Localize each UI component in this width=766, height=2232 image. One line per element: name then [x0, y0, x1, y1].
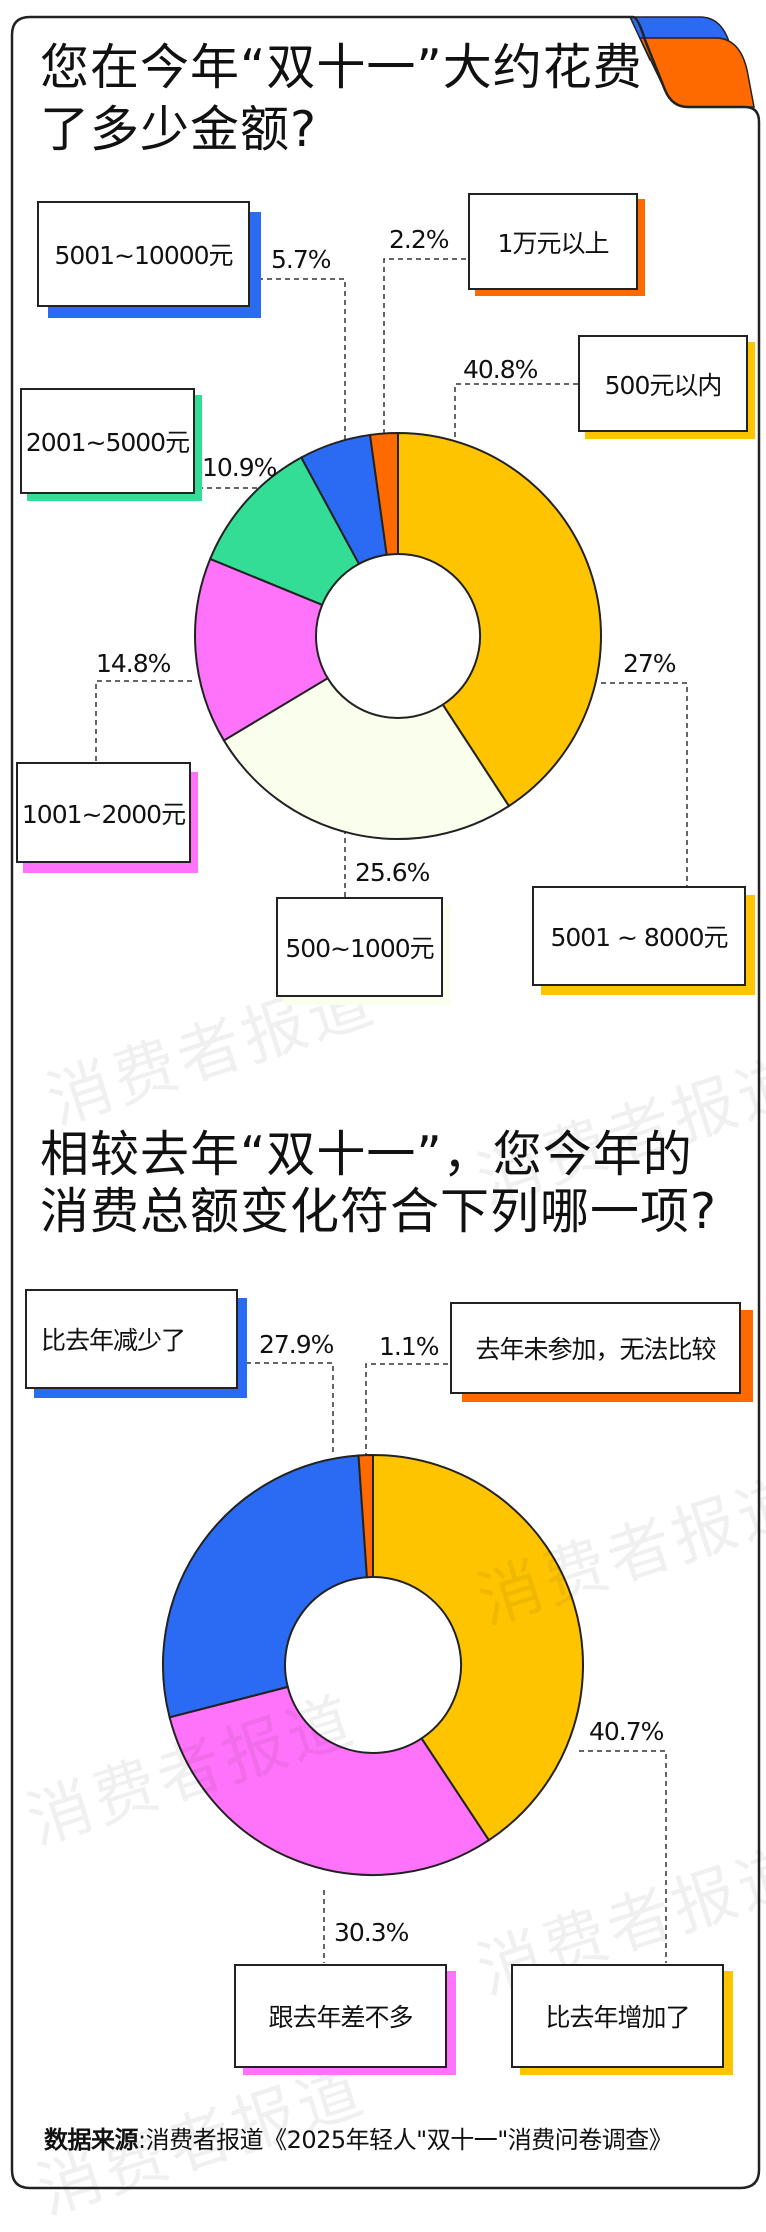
slice-label: 1万元以上 — [497, 228, 610, 258]
label-box-10000-plus: 1万元以上 — [468, 193, 638, 290]
chart2-title-line2: 消费总额变化符合下列哪一项? — [40, 1183, 718, 1240]
slice-label: 5001~10000元 — [54, 241, 233, 270]
slice-label: 500元以内 — [604, 370, 723, 400]
donut-slice-1 — [222, 676, 511, 840]
label-box-1001-2000: 1001~2000元 — [16, 762, 191, 863]
leader-5001-10000 — [258, 278, 346, 445]
label-box-same: 跟去年差不多 — [234, 1964, 447, 2068]
pct-10000-plus: 2.2% — [389, 225, 450, 254]
donut-slice-3 — [357, 1453, 374, 1579]
label-box-decreased: 比去年减少了 — [25, 1289, 238, 1389]
donut-chart-spending — [194, 431, 602, 840]
leader-1001-2000 — [95, 680, 192, 762]
slice-label: 500~1000元 — [285, 934, 434, 963]
donut-slice-2 — [162, 1454, 368, 1719]
leader-increased — [579, 1750, 667, 1963]
pct-same: 30.3% — [334, 1918, 409, 1947]
data-source: 数据来源:消费者报道《2025年轻人"双十一"消费问卷调查》 — [44, 2120, 673, 2155]
pct-500-1000: 25.6% — [355, 858, 430, 887]
pct-under-500: 40.8% — [463, 355, 538, 384]
donut-chart-change — [162, 1453, 584, 1876]
pct-5001-10000: 5.7% — [271, 245, 332, 274]
label-box-5001-8000: 5001 ~ 8000元 — [532, 886, 746, 986]
slice-label: 2001~5000元 — [25, 428, 190, 457]
data-source-label: 数据来源 — [44, 2126, 139, 2154]
pct-2001-5000: 10.9% — [202, 453, 277, 482]
leader-not-participated — [365, 1363, 448, 1455]
donut-slice-5 — [368, 431, 399, 556]
data-source-text: :消费者报道《2025年轻人"双十一"消费问卷调查》 — [138, 2126, 673, 2154]
slice-label: 跟去年差不多 — [268, 2003, 413, 2032]
label-box-2001-5000: 2001~5000元 — [20, 388, 195, 494]
donut-slice-2 — [194, 557, 330, 742]
card-outline — [10, 15, 761, 2190]
pct-increased: 40.7% — [589, 1717, 664, 1746]
slice-label: 去年未参加，无法比较 — [475, 1335, 716, 1364]
pct-not-participated: 1.1% — [379, 1332, 440, 1361]
leader-decreased — [246, 1362, 334, 1455]
slice-label: 比去年增加了 — [545, 2003, 690, 2032]
slice-label: 1001~2000元 — [21, 799, 186, 829]
slice-label: 比去年减少了 — [41, 1326, 186, 1355]
label-box-5001-10000: 5001~10000元 — [37, 201, 250, 307]
donut-slice-1 — [168, 1685, 491, 1876]
pct-decreased: 27.9% — [259, 1330, 334, 1359]
label-box-increased: 比去年增加了 — [511, 1964, 724, 2068]
leader-10000-plus — [383, 258, 466, 440]
pct-1001-2000: 14.8% — [96, 649, 171, 678]
chart1-title-line2: 了多少金额? — [40, 101, 318, 158]
label-box-500-1000: 500~1000元 — [276, 897, 443, 997]
label-box-under-500: 500元以内 — [578, 335, 748, 432]
chart1-title-line1: 您在今年“双十一”大约花费 — [40, 39, 643, 96]
leader-under-500 — [454, 383, 578, 440]
leader-5001-8000 — [601, 682, 688, 886]
label-box-not-participated: 去年未参加，无法比较 — [450, 1302, 741, 1394]
pct-5001-8000: 27% — [623, 649, 677, 678]
annotation-label: 5001 ~ 8000元 — [550, 923, 728, 952]
chart2-title-line1: 相较去年“双十一”，您今年的 — [40, 1126, 693, 1183]
